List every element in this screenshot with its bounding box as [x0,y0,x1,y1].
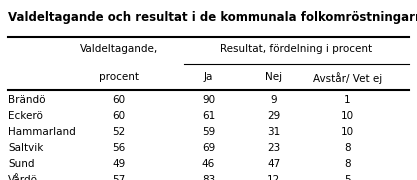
Text: 29: 29 [267,111,281,121]
Text: Ja: Ja [204,72,213,82]
Text: Sund: Sund [8,159,35,169]
Text: 8: 8 [344,159,351,169]
Text: 52: 52 [112,127,125,137]
Text: 90: 90 [202,95,215,105]
Text: Brändö: Brändö [8,95,46,105]
Text: 23: 23 [267,143,281,153]
Text: Hammarland: Hammarland [8,127,76,137]
Text: Eckerö: Eckerö [8,111,43,121]
Text: 60: 60 [112,95,125,105]
Text: Valdeltagande,: Valdeltagande, [80,44,158,54]
Text: 83: 83 [202,175,215,180]
Text: 69: 69 [202,143,215,153]
Text: 5: 5 [344,175,351,180]
Text: 56: 56 [112,143,125,153]
Text: 12: 12 [267,175,281,180]
Text: Avstår/ Vet ej: Avstår/ Vet ej [313,72,382,84]
Text: 10: 10 [341,111,354,121]
Text: Resultat, fördelning i procent: Resultat, fördelning i procent [220,44,372,54]
Text: Valdeltagande och resultat i de kommunala folkomröstningarna 2018: Valdeltagande och resultat i de kommunal… [8,11,417,24]
Text: 47: 47 [267,159,281,169]
Text: 1: 1 [344,95,351,105]
Text: 46: 46 [202,159,215,169]
Text: Saltvik: Saltvik [8,143,44,153]
Text: 31: 31 [267,127,281,137]
Text: Nej: Nej [265,72,282,82]
Text: 9: 9 [271,95,277,105]
Text: 61: 61 [202,111,215,121]
Text: 49: 49 [112,159,125,169]
Text: 59: 59 [202,127,215,137]
Text: 57: 57 [112,175,125,180]
Text: 60: 60 [112,111,125,121]
Text: 8: 8 [344,143,351,153]
Text: Vårdö: Vårdö [8,175,38,180]
Text: procent: procent [98,72,138,82]
Text: 10: 10 [341,127,354,137]
